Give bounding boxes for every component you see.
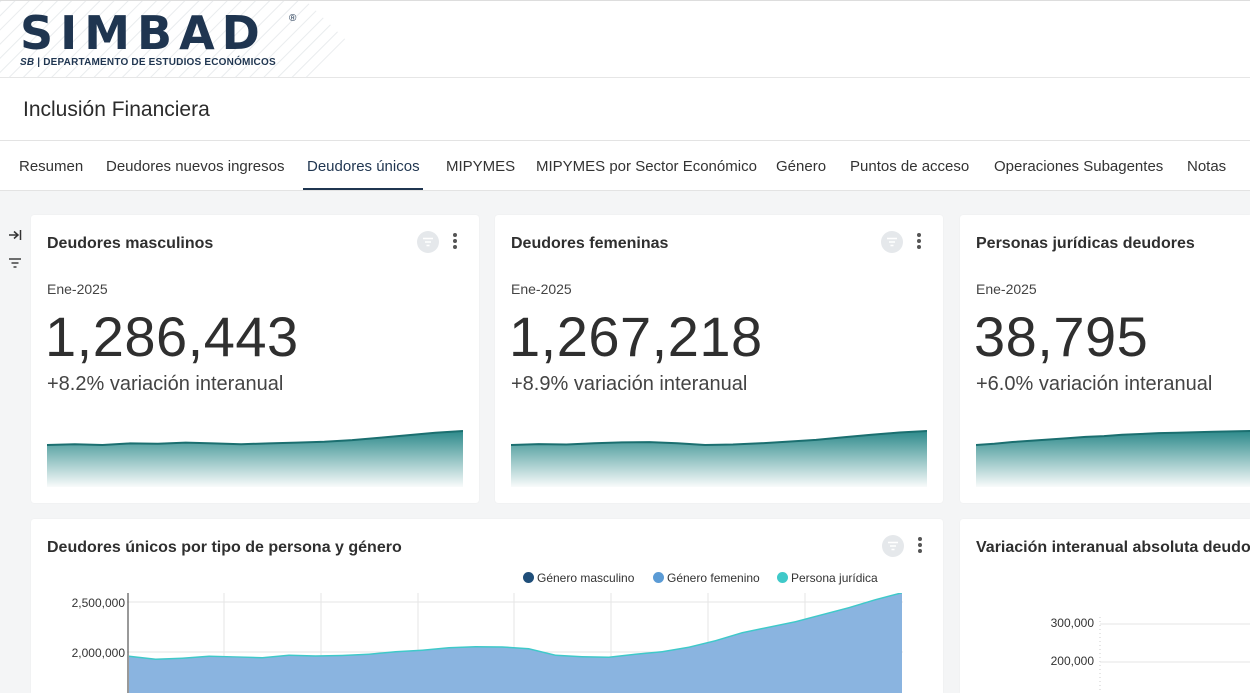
legend-label: Género masculino [537, 571, 635, 585]
legend-femenino[interactable]: Género femenino [653, 571, 760, 585]
kpi-period: Ene-2025 [976, 281, 1037, 297]
logo-sb: SB [20, 57, 35, 68]
card-filter-button[interactable] [417, 231, 439, 253]
filter-icon [888, 541, 898, 551]
active-tab-indicator [303, 188, 423, 190]
filter-icon[interactable] [7, 257, 23, 273]
kpi-value: 1,267,218 [509, 305, 763, 368]
kpi-period: Ene-2025 [47, 281, 108, 297]
y-tick-label: 2,500,000 [71, 596, 125, 610]
logo-registered-mark: ® [289, 13, 297, 24]
chart-card-deudores-unicos: Deudores únicos por tipo de persona y gé… [31, 519, 943, 693]
kpi-title: Deudores femeninas [511, 235, 669, 252]
legend-dot [523, 572, 534, 583]
card-more-menu-icon[interactable] [451, 233, 459, 251]
kpi-sparkline [47, 430, 463, 487]
filter-icon [887, 237, 897, 247]
kpi-title: Deudores masculinos [47, 235, 214, 252]
y-tick-label: 300,000 [1050, 616, 1094, 630]
card-more-menu-icon[interactable] [916, 537, 924, 555]
card-more-menu-icon[interactable] [915, 233, 923, 251]
kpi-variation: +6.0% variación interanual [976, 373, 1213, 395]
legend-masculino[interactable]: Género masculino [523, 571, 634, 585]
legend-label: Género femenino [667, 571, 760, 585]
legend-dot [653, 572, 664, 583]
kpi-value: 38,795 [974, 305, 1149, 368]
logo-background-pattern [0, 1, 346, 79]
legend-label: Persona jurídica [791, 571, 878, 585]
sparkline-area [511, 431, 927, 487]
tab-mipymes-sector[interactable]: MIPYMES por Sector Económico [536, 158, 757, 175]
card-filter-button[interactable] [882, 535, 904, 557]
tab-mipymes[interactable]: MIPYMES [446, 158, 516, 175]
kpi-variation: +8.9% variación interanual [511, 373, 748, 395]
side-chart-axis [1099, 617, 1250, 693]
kpi-sparkline [976, 430, 1250, 487]
area-series-género-femenino [129, 593, 902, 693]
tab-resumen[interactable]: Resumen [19, 158, 84, 175]
kpi-variation: +8.2% variación interanual [47, 373, 284, 395]
y-tick-label: 200,000 [1050, 654, 1094, 668]
tab-genero[interactable]: Género [776, 158, 827, 175]
legend-dot [777, 572, 788, 583]
kpi-sparkline [511, 430, 927, 487]
chart-title: Variación interanual absoluta deudores [976, 539, 1250, 556]
y-tick-label: 2,000,000 [71, 646, 125, 660]
tab-deudores-nuevos-ingresos[interactable]: Deudores nuevos ingresos [106, 158, 285, 175]
tab-deudores-unicos[interactable]: Deudores únicos [307, 158, 420, 175]
page-title: Inclusión Financiera [23, 98, 210, 121]
sparkline-line [511, 430, 927, 447]
kpi-card-femeninas: Deudores femeninas Ene-2025 1,267,218 +8… [495, 215, 943, 503]
chart-card-variacion: Variación interanual absoluta deudores 3… [960, 519, 1250, 693]
kpi-card-masculinos: Deudores masculinos Ene-2025 1,286,443 +… [31, 215, 479, 503]
tab-bar: Resumen Deudores nuevos ingresos Deudore… [0, 141, 1250, 191]
sparkline-area [976, 431, 1250, 487]
sparkline-area [47, 431, 463, 487]
logo-wordmark[interactable]: SIMBAD [20, 6, 267, 60]
kpi-value: 1,286,443 [45, 305, 299, 368]
kpi-title: Personas jurídicas deudores [976, 235, 1195, 252]
expand-panel-icon[interactable] [7, 229, 23, 245]
card-filter-button[interactable] [881, 231, 903, 253]
filter-icon [423, 237, 433, 247]
logo-subtitle: SB | DEPARTAMENTO DE ESTUDIOS ECONÓMICOS [20, 57, 276, 68]
chart-title: Deudores únicos por tipo de persona y gé… [47, 539, 402, 556]
tab-puntos-acceso[interactable]: Puntos de acceso [850, 158, 970, 175]
sparkline-line [976, 430, 1250, 446]
kpi-period: Ene-2025 [511, 281, 572, 297]
tab-notas[interactable]: Notas [1187, 158, 1227, 175]
legend-juridica[interactable]: Persona jurídica [777, 571, 878, 585]
logo-department: | DEPARTAMENTO DE ESTUDIOS ECONÓMICOS [37, 57, 276, 68]
tab-operaciones-subagentes[interactable]: Operaciones Subagentes [994, 158, 1164, 175]
top-bar: SIMBAD ® SB | DEPARTAMENTO DE ESTUDIOS E… [0, 0, 1250, 79]
kpi-card-juridicas: Personas jurídicas deudores Ene-2025 38,… [960, 215, 1250, 503]
sparkline-line [47, 430, 463, 447]
title-bar: Inclusión Financiera [0, 78, 1250, 141]
area-chart-plot [127, 593, 903, 693]
